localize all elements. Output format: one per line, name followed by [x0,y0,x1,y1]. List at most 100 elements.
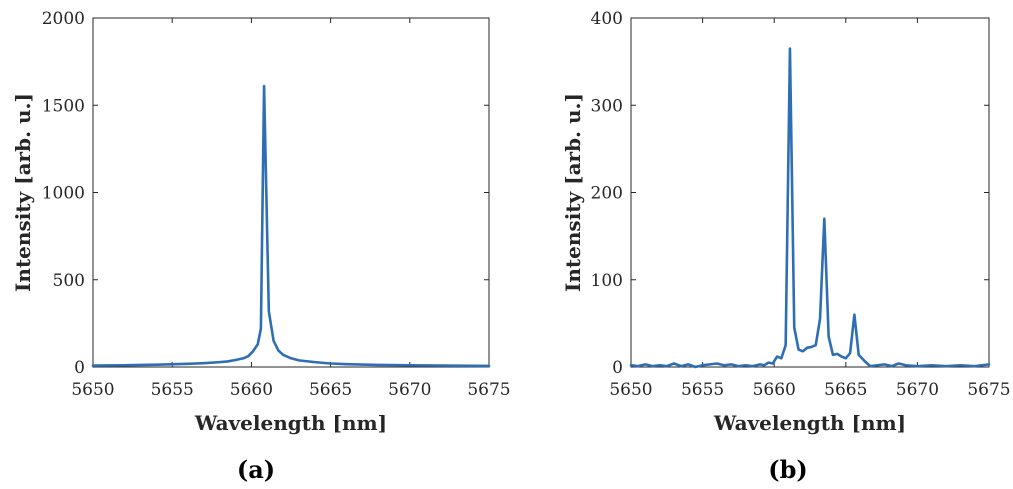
data-point [440,365,443,367]
data-point [187,363,189,365]
data-point [806,347,808,349]
data-point [931,364,933,366]
data-point [227,360,229,363]
data-point [298,359,300,361]
data-point [945,365,947,367]
series-line [91,84,491,368]
data-point [345,363,348,365]
data-point [644,363,646,365]
plot-frame [92,17,490,368]
data-point [409,364,411,366]
data-point [203,362,205,364]
data-point [776,355,778,358]
data-point [702,364,704,366]
series-line [629,47,991,369]
y-tick-label: 1000 [42,184,85,204]
data-point [789,47,791,50]
data-point [959,364,961,366]
data-point [234,359,237,361]
data-point [905,364,907,366]
data-point [252,350,254,352]
data-point [268,310,270,312]
data-point [752,365,754,367]
data-point [849,352,851,354]
x-tick-label: 5675 [467,380,510,400]
data-point [377,364,379,366]
data-point [891,365,893,367]
data-point [802,350,804,352]
data-point [898,362,900,365]
data-point [716,362,718,365]
chart-panel-b: 5650 5655 5660 5665 5670 5675 0 100 200 300 400 Wav… [561,9,1011,484]
data-point [823,218,825,220]
data-point [863,360,866,362]
data-point [637,365,639,367]
x-tick-label: 5655 [681,380,724,400]
data-point [330,362,332,365]
data-point [853,314,855,316]
data-point [988,363,990,365]
y-tick-label: 0 [612,358,623,378]
data-point [828,335,830,338]
data-point [666,365,668,367]
data-point [282,354,284,356]
data-point [810,346,813,348]
data-point [92,365,94,367]
y-tick-label: 200 [591,184,623,204]
data-point [673,362,675,365]
x-axis-label: Wavelength [nm] [713,411,906,435]
y-tick-label: 500 [53,271,85,291]
data-point [869,365,871,367]
data-point [767,362,770,364]
data-point [785,344,787,346]
data-point [840,355,843,358]
chart-panel-a: 5650 5655 5660 5665 5670 5675 0 500 1000 1500 2000… [11,9,511,484]
x-tick-label: 5650 [71,380,114,400]
x-tick-label: 5660 [230,380,273,400]
data-point [247,355,249,357]
data-point [797,348,800,351]
x-tick-label: 5650 [609,380,652,400]
data-point [155,364,157,366]
y-tick-label: 100 [591,271,623,291]
data-point [694,366,697,368]
y-axis-label: Intensity [arb. u.] [561,93,585,292]
x-tick-label: 5655 [151,380,194,400]
x-tick-label: 5665 [309,380,352,400]
y-tick-label: 0 [74,358,85,378]
data-point [974,365,976,367]
data-point [651,365,654,367]
data-point [772,362,774,365]
data-point [124,364,126,366]
data-point [630,364,632,366]
data-point [242,357,245,359]
y-tick-label: 300 [591,96,623,116]
y-tick-label: 2000 [42,9,85,29]
panel-label-b: (b) [768,455,808,484]
x-tick-label: 5670 [896,380,939,400]
x-tick-label: 5675 [967,380,1010,400]
data-point [290,357,292,359]
y-axis-label: Intensity [arb. u.] [11,93,35,292]
data-point [737,365,740,367]
data-point [836,353,838,355]
data-point [257,343,259,345]
data-point [272,340,275,342]
data-point [744,364,747,366]
data-point [883,363,886,365]
data-point [858,354,860,356]
data-point [819,318,821,320]
y-tick-label: 1500 [42,96,85,116]
data-point [763,364,765,366]
data-point [730,363,732,365]
data-point [845,357,847,359]
panel-label-a: (a) [237,455,275,484]
data-point [876,364,878,366]
x-tick-label: 5665 [824,380,867,400]
data-point [916,365,919,367]
data-point [709,363,711,365]
data-point [793,327,795,329]
plot-frame [630,17,990,368]
x-tick-label: 5670 [388,380,431,400]
data-point [219,361,221,363]
